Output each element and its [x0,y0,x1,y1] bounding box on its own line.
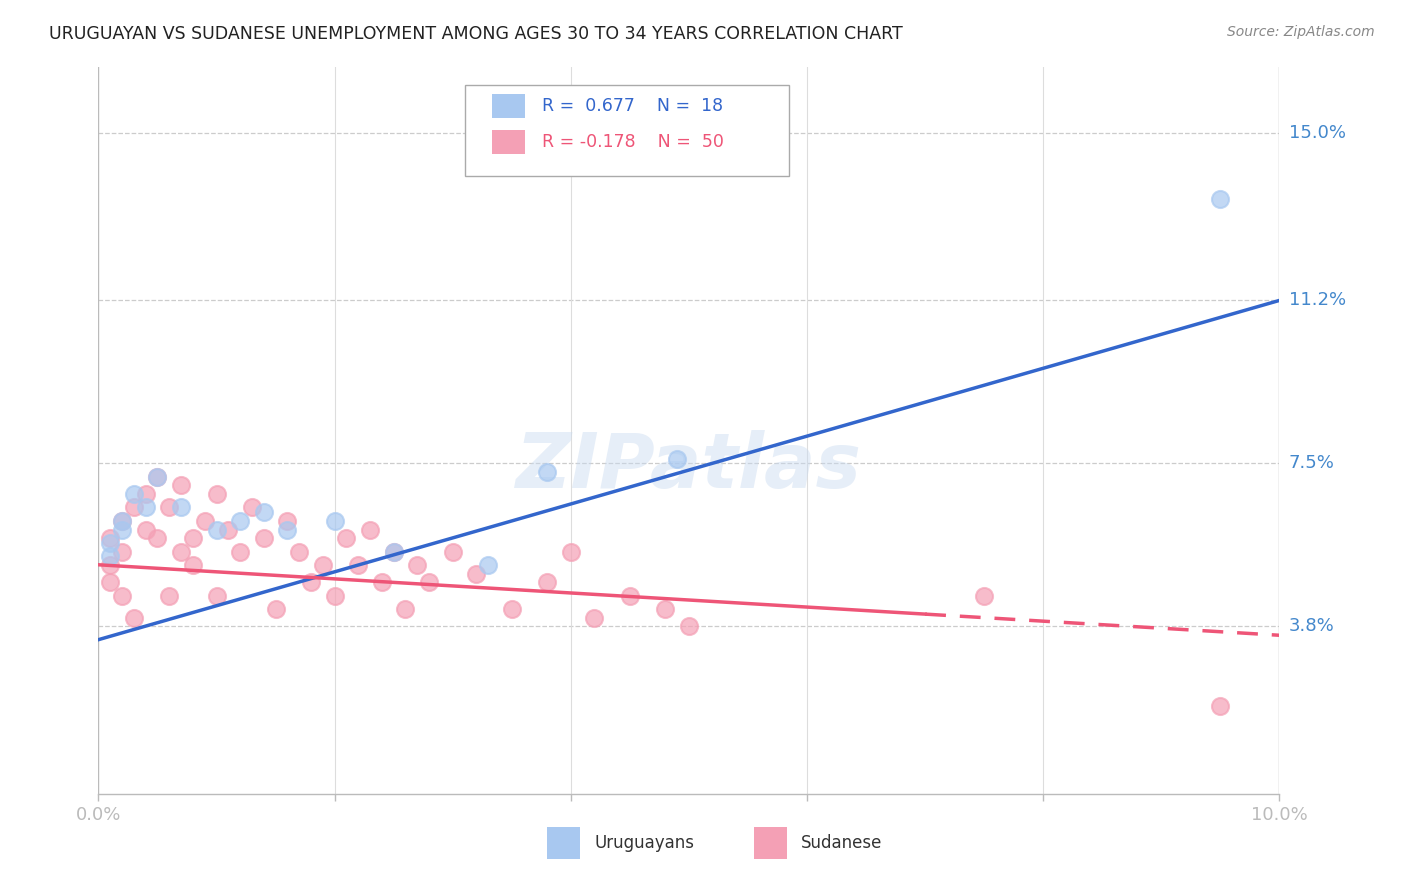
Point [299,575,322,590]
Point [98,558,121,572]
Point [111,544,134,558]
Text: ZIPatlas: ZIPatlas [516,430,862,504]
Point [111,589,134,603]
Point [181,558,204,572]
Point [240,500,263,515]
Point [323,514,346,528]
Point [583,610,606,624]
Point [135,523,157,537]
Point [359,523,381,537]
Point [170,500,193,515]
Text: 7.5%: 7.5% [1289,454,1334,473]
Bar [547,827,581,859]
Point [347,558,370,572]
Point [98,535,121,549]
Point [536,465,558,479]
Point [229,544,252,558]
Point [323,589,346,603]
Point [666,452,689,467]
Point [98,575,121,590]
Point [501,602,523,616]
Point [1209,698,1232,713]
Point [98,549,121,563]
Text: R = -0.178    N =  50: R = -0.178 N = 50 [543,133,724,151]
Point [111,514,134,528]
Point [122,610,145,624]
Point [288,544,311,558]
Bar [754,827,787,859]
Point [253,532,276,546]
Point [406,558,429,572]
Point [276,523,298,537]
Text: 11.2%: 11.2% [1289,292,1346,310]
Point [157,500,180,515]
Point [382,544,405,558]
Bar [492,130,524,154]
Point [135,487,157,501]
Point [335,532,357,546]
Point [205,487,228,501]
Point [276,514,298,528]
Point [973,589,995,603]
Point [170,544,193,558]
Point [157,589,180,603]
Text: R =  0.677    N =  18: R = 0.677 N = 18 [543,97,724,115]
Bar [492,94,524,118]
Point [122,500,145,515]
Point [217,523,239,537]
Point [465,566,488,581]
Point [560,544,582,558]
Point [146,532,169,546]
Point [194,514,217,528]
Point [678,619,700,633]
Point [253,505,276,519]
Point [111,523,134,537]
Text: Source: ZipAtlas.com: Source: ZipAtlas.com [1227,25,1375,39]
Point [98,532,121,546]
Text: 15.0%: 15.0% [1289,124,1346,142]
Point [371,575,394,590]
Text: URUGUAYAN VS SUDANESE UNEMPLOYMENT AMONG AGES 30 TO 34 YEARS CORRELATION CHART: URUGUAYAN VS SUDANESE UNEMPLOYMENT AMONG… [49,25,903,43]
Point [111,514,134,528]
Point [135,500,157,515]
Point [264,602,287,616]
Point [654,602,676,616]
Point [229,514,252,528]
Point [477,558,499,572]
Point [170,478,193,492]
Point [536,575,558,590]
Point [181,532,204,546]
Text: Sudanese: Sudanese [801,834,883,852]
Point [394,602,416,616]
Point [619,589,641,603]
Point [205,589,228,603]
Point [382,544,405,558]
Text: Uruguayans: Uruguayans [595,834,695,852]
Point [441,544,464,558]
Point [146,469,169,483]
Point [418,575,440,590]
Point [1209,192,1232,206]
Point [312,558,335,572]
Text: 3.8%: 3.8% [1289,617,1334,635]
Point [146,469,169,483]
FancyBboxPatch shape [464,85,789,176]
Point [205,523,228,537]
Point [122,487,145,501]
